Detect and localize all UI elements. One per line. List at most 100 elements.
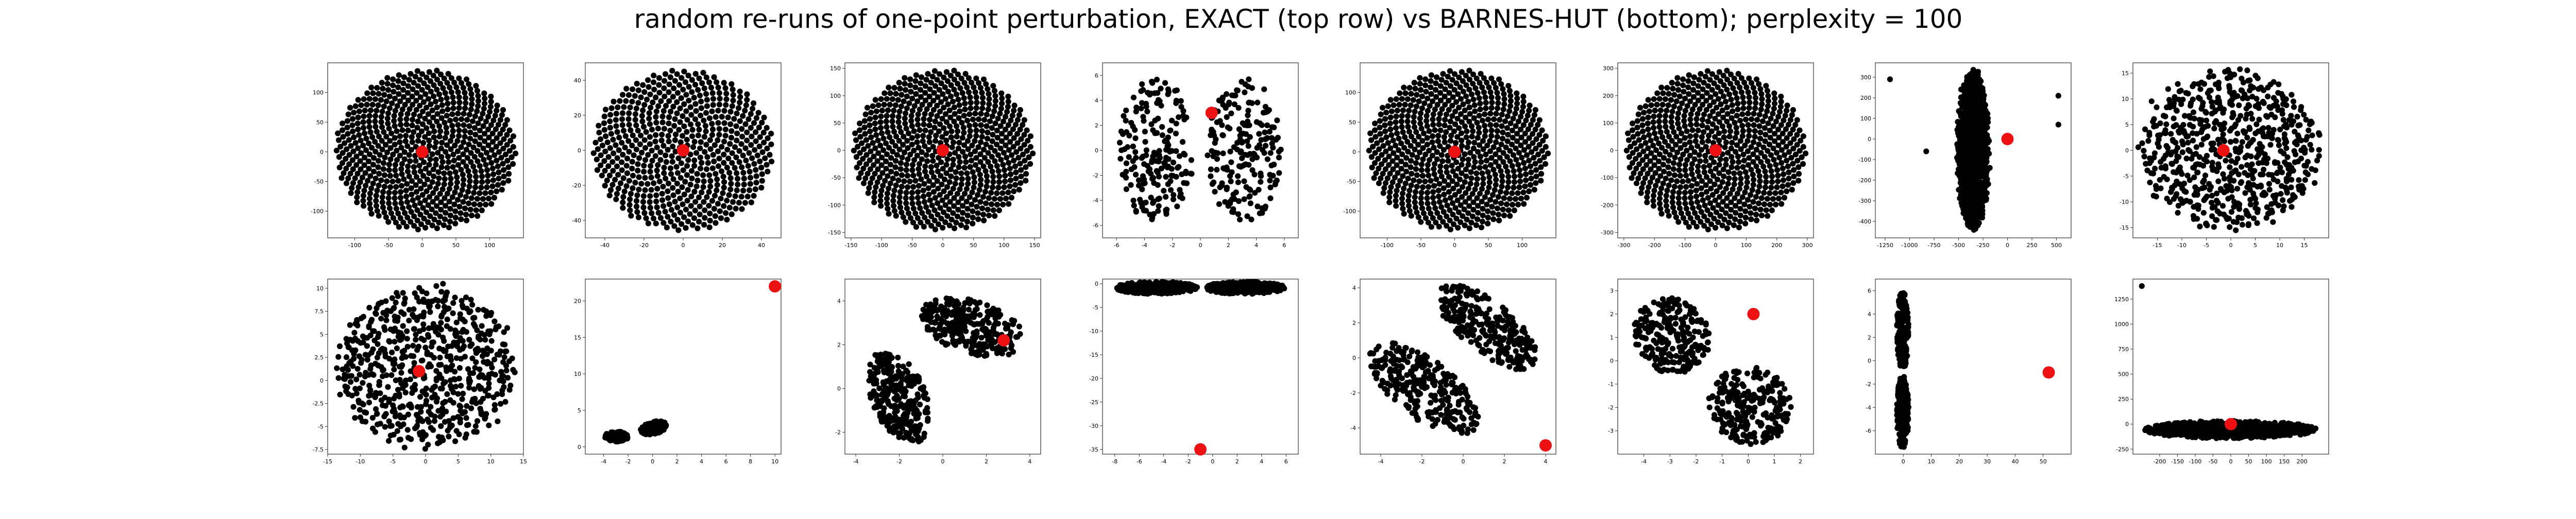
scatter-point xyxy=(747,181,753,187)
scatter-point xyxy=(1691,149,1698,155)
scatter-point xyxy=(366,165,372,172)
scatter-point xyxy=(452,220,459,227)
scatter-point xyxy=(1435,138,1441,144)
scatter-point xyxy=(358,166,364,172)
scatter-point xyxy=(1490,216,1497,222)
scatter-point xyxy=(1513,145,1519,151)
scatter-point xyxy=(420,140,427,146)
highlight-point xyxy=(2001,133,2014,145)
scatter-point xyxy=(1018,180,1024,186)
scatter-point xyxy=(1725,181,1731,187)
scatter-point xyxy=(1406,129,1413,135)
scatter-point xyxy=(867,166,873,172)
scatter-point xyxy=(379,199,385,205)
scatter-point xyxy=(1681,118,1687,124)
x-tick-label: 50 xyxy=(970,242,977,249)
scatter-point xyxy=(383,142,389,148)
scatter-point xyxy=(1500,106,1506,113)
scatter-point xyxy=(384,115,391,122)
scatter-point xyxy=(433,98,439,105)
scatter-point xyxy=(1707,178,1713,184)
scatter-point xyxy=(370,155,377,161)
scatter-point xyxy=(641,137,648,143)
scatter-point xyxy=(601,120,607,126)
scatter-point xyxy=(446,159,452,165)
scatter-point xyxy=(1398,140,1404,146)
scatter-point xyxy=(1737,212,1743,218)
scatter-point xyxy=(877,119,884,125)
scatter-point xyxy=(460,159,466,165)
scatter-point xyxy=(1782,112,1788,119)
scatter-point xyxy=(372,124,379,130)
scatter-point xyxy=(1001,150,1007,156)
scatter-point xyxy=(660,203,667,209)
scatter-point xyxy=(337,144,344,150)
scatter-point xyxy=(928,164,934,170)
scatter-point xyxy=(701,221,707,228)
scatter-point xyxy=(1986,137,1992,144)
scatter-point xyxy=(1389,158,1396,164)
scatter-point xyxy=(1688,183,1695,189)
scatter-point xyxy=(1760,163,1767,170)
scatter-point xyxy=(1504,138,1511,144)
scatter-point xyxy=(1681,89,1687,95)
scatter-point xyxy=(377,152,383,158)
scatter-point xyxy=(1163,209,1170,215)
scatter-point xyxy=(1723,157,1729,163)
scatter-point xyxy=(685,157,691,163)
scatter-point xyxy=(725,155,732,162)
scatter-point xyxy=(340,120,346,127)
scatter-point xyxy=(1012,182,1019,188)
scatter-point xyxy=(1751,177,1757,183)
scatter-point xyxy=(474,148,481,154)
scatter-point xyxy=(909,189,916,196)
scatter-point xyxy=(740,187,747,194)
scatter-point xyxy=(1388,132,1395,138)
scatter-point xyxy=(1775,142,1782,148)
scatter-point xyxy=(1382,157,1388,163)
scatter-point xyxy=(1727,128,1734,134)
scatter-point xyxy=(891,84,897,91)
scatter-point xyxy=(421,215,427,222)
x-tick-label: 50 xyxy=(452,242,460,249)
scatter-point xyxy=(1490,210,1496,216)
scatter-point xyxy=(1415,142,1421,148)
scatter-point xyxy=(643,96,650,102)
scatter-point xyxy=(1703,182,1709,188)
scatter-point xyxy=(607,118,613,125)
scatter-point xyxy=(1651,130,1658,136)
y-tick-label: 50 xyxy=(316,119,324,126)
scatter-point xyxy=(1651,162,1657,168)
scatter-point xyxy=(712,213,718,219)
scatter-point xyxy=(458,167,464,173)
scatter-point xyxy=(1665,143,1671,149)
scatter-point xyxy=(1729,140,1735,146)
scatter-point xyxy=(355,97,361,103)
scatter-point xyxy=(1379,105,1386,111)
scatter-point xyxy=(1453,215,1460,222)
scatter-point xyxy=(687,211,693,217)
scatter-point xyxy=(990,131,996,138)
scatter-point xyxy=(413,158,419,164)
scatter-point xyxy=(668,109,674,115)
scatter-point xyxy=(943,170,950,176)
scatter-point xyxy=(1382,166,1388,172)
scatter-point xyxy=(1425,167,1431,173)
scatter-point xyxy=(1431,161,1438,167)
scatter-point xyxy=(380,189,386,195)
scatter-point xyxy=(721,80,727,86)
scatter-point xyxy=(1385,103,1391,109)
scatter-point xyxy=(1717,184,1723,190)
scatter-point xyxy=(872,189,878,195)
scatter-point xyxy=(431,216,437,222)
scatter-point xyxy=(396,224,402,230)
scatter-point xyxy=(742,121,749,127)
scatter-point xyxy=(383,214,389,220)
scatter-point xyxy=(1479,186,1485,192)
scatter-point xyxy=(1955,170,1961,177)
scatter-point xyxy=(1247,200,1253,206)
scatter-point xyxy=(630,185,636,192)
scatter-point xyxy=(1690,205,1696,211)
scatter-point xyxy=(874,179,880,185)
